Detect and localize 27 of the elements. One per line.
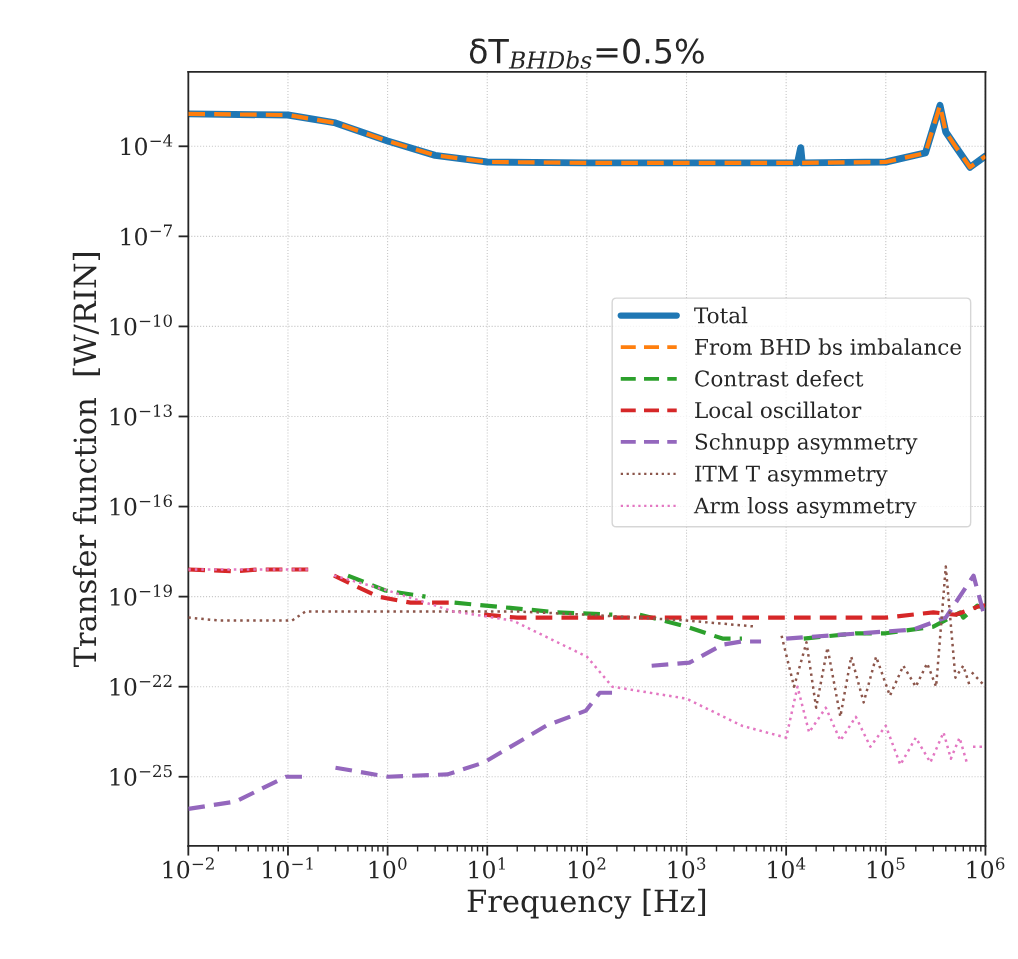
y-axis-title: Transfer function [W/RIN] <box>72 253 100 668</box>
y-tick-label: 10$^{−13}$ <box>110 404 172 426</box>
x-axis-title: Frequency [Hz] <box>467 888 706 919</box>
legend-label: Arm loss asymmetry <box>693 496 917 519</box>
x-tick-label: 10$^{−2}$ <box>163 857 214 879</box>
y-tick-label: 10$^{−4}$ <box>121 134 173 156</box>
x-tick-label: 10$^{2}$ <box>568 857 606 879</box>
x-tick-label: 10$^{−1}$ <box>263 857 313 879</box>
y-tick-label: 10$^{−25}$ <box>110 764 172 786</box>
legend-label: From BHD bs imbalance <box>695 338 961 356</box>
y-tick-label: 10$^{−19}$ <box>110 584 172 606</box>
x-tick-label: 10$^{0}$ <box>369 857 407 879</box>
x-tick-label: 10$^{5}$ <box>867 857 905 879</box>
y-tick-label: 10$^{−10}$ <box>110 314 172 336</box>
y-tick-label: 10$^{−16}$ <box>110 494 172 516</box>
legend-label: Schnupp asymmetry <box>695 433 918 455</box>
y-tick-label: 10$^{−22}$ <box>110 674 172 696</box>
x-tick-label: 10$^{1}$ <box>469 857 505 879</box>
x-tick-label: 10$^{3}$ <box>668 857 706 879</box>
legend-label: Total <box>694 306 748 324</box>
legend-label: Contrast defect <box>695 369 864 387</box>
x-tick-label: 10$^{4}$ <box>768 857 806 879</box>
legend-label: Local oscillator <box>695 401 862 419</box>
chart-title: δT$_{BHDbs}$=0.5% <box>469 38 704 69</box>
x-tick-label: 10$^{6}$ <box>967 857 1005 879</box>
legend-label: ITM T asymmetry <box>695 465 888 487</box>
y-tick-label: 10$^{−7}$ <box>121 224 172 246</box>
